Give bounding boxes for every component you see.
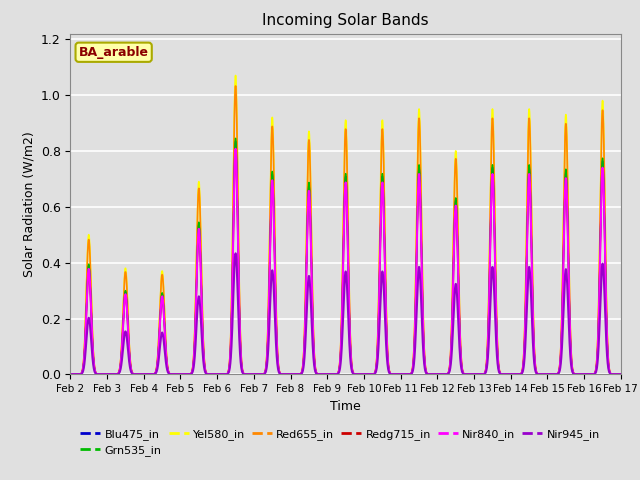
Yel580_in — [166, 371, 173, 376]
Nir840_in — [325, 372, 333, 377]
Yel580_in — [232, 72, 239, 78]
Red655_in — [325, 372, 333, 377]
Y-axis label: Solar Radiation (W/m2): Solar Radiation (W/m2) — [22, 131, 35, 277]
Legend: Blu475_in, Grn535_in, Yel580_in, Red655_in, Redg715_in, Nir840_in, Nir945_in: Blu475_in, Grn535_in, Yel580_in, Red655_… — [76, 424, 604, 460]
Nir945_in — [67, 372, 74, 377]
Nir945_in — [166, 371, 173, 377]
Yel580_in — [616, 372, 624, 377]
Nir945_in — [140, 372, 148, 377]
Nir945_in — [232, 251, 239, 256]
Nir945_in — [617, 372, 625, 377]
Redg715_in — [166, 371, 173, 376]
Grn535_in — [325, 372, 333, 377]
Redg715_in — [439, 372, 447, 377]
Red655_in — [469, 372, 477, 377]
Line: Redg715_in: Redg715_in — [70, 152, 621, 374]
Nir840_in — [67, 372, 74, 377]
Blu475_in — [140, 372, 148, 377]
Grn535_in — [67, 372, 74, 377]
Line: Blu475_in: Blu475_in — [70, 141, 621, 374]
Nir840_in — [617, 372, 625, 377]
Redg715_in — [617, 372, 625, 377]
Blu475_in — [166, 371, 173, 376]
Nir945_in — [439, 372, 447, 377]
Blu475_in — [617, 372, 625, 377]
Red655_in — [140, 372, 148, 377]
Line: Grn535_in: Grn535_in — [70, 138, 621, 374]
Redg715_in — [140, 372, 148, 377]
Redg715_in — [325, 372, 333, 377]
Red655_in — [617, 372, 625, 377]
Nir945_in — [325, 372, 333, 377]
Blu475_in — [325, 372, 333, 377]
Redg715_in — [500, 372, 508, 377]
Yel580_in — [500, 372, 508, 377]
Yel580_in — [140, 372, 148, 377]
Grn535_in — [166, 371, 173, 376]
Nir840_in — [500, 372, 508, 377]
Grn535_in — [500, 372, 508, 377]
Nir840_in — [166, 371, 173, 376]
Line: Yel580_in: Yel580_in — [70, 75, 621, 374]
Line: Nir945_in: Nir945_in — [70, 253, 621, 374]
Blu475_in — [500, 372, 508, 377]
Redg715_in — [616, 372, 624, 377]
Red655_in — [500, 372, 508, 377]
Line: Red655_in: Red655_in — [70, 86, 621, 374]
Blu475_in — [232, 138, 239, 144]
Line: Nir840_in: Nir840_in — [70, 149, 621, 374]
Nir945_in — [616, 372, 624, 377]
Red655_in — [616, 372, 624, 377]
Red655_in — [439, 372, 447, 377]
Grn535_in — [617, 372, 625, 377]
Grn535_in — [140, 372, 148, 377]
Nir945_in — [469, 372, 477, 377]
Grn535_in — [469, 372, 477, 377]
Nir945_in — [500, 372, 508, 377]
Title: Incoming Solar Bands: Incoming Solar Bands — [262, 13, 429, 28]
Nir840_in — [232, 146, 239, 152]
X-axis label: Time: Time — [330, 400, 361, 413]
Redg715_in — [67, 372, 74, 377]
Blu475_in — [439, 372, 447, 377]
Yel580_in — [617, 372, 625, 377]
Red655_in — [67, 372, 74, 377]
Blu475_in — [616, 372, 624, 377]
Yel580_in — [325, 372, 333, 377]
Red655_in — [232, 83, 239, 89]
Nir840_in — [439, 372, 447, 377]
Grn535_in — [439, 372, 447, 377]
Nir840_in — [616, 372, 624, 377]
Red655_in — [166, 371, 173, 376]
Nir840_in — [140, 372, 148, 377]
Blu475_in — [469, 372, 477, 377]
Yel580_in — [469, 372, 477, 377]
Text: BA_arable: BA_arable — [79, 46, 148, 59]
Redg715_in — [469, 372, 477, 377]
Nir840_in — [469, 372, 477, 377]
Blu475_in — [67, 372, 74, 377]
Yel580_in — [439, 372, 447, 377]
Grn535_in — [616, 372, 624, 377]
Redg715_in — [232, 149, 239, 155]
Yel580_in — [67, 372, 74, 377]
Grn535_in — [232, 135, 239, 141]
